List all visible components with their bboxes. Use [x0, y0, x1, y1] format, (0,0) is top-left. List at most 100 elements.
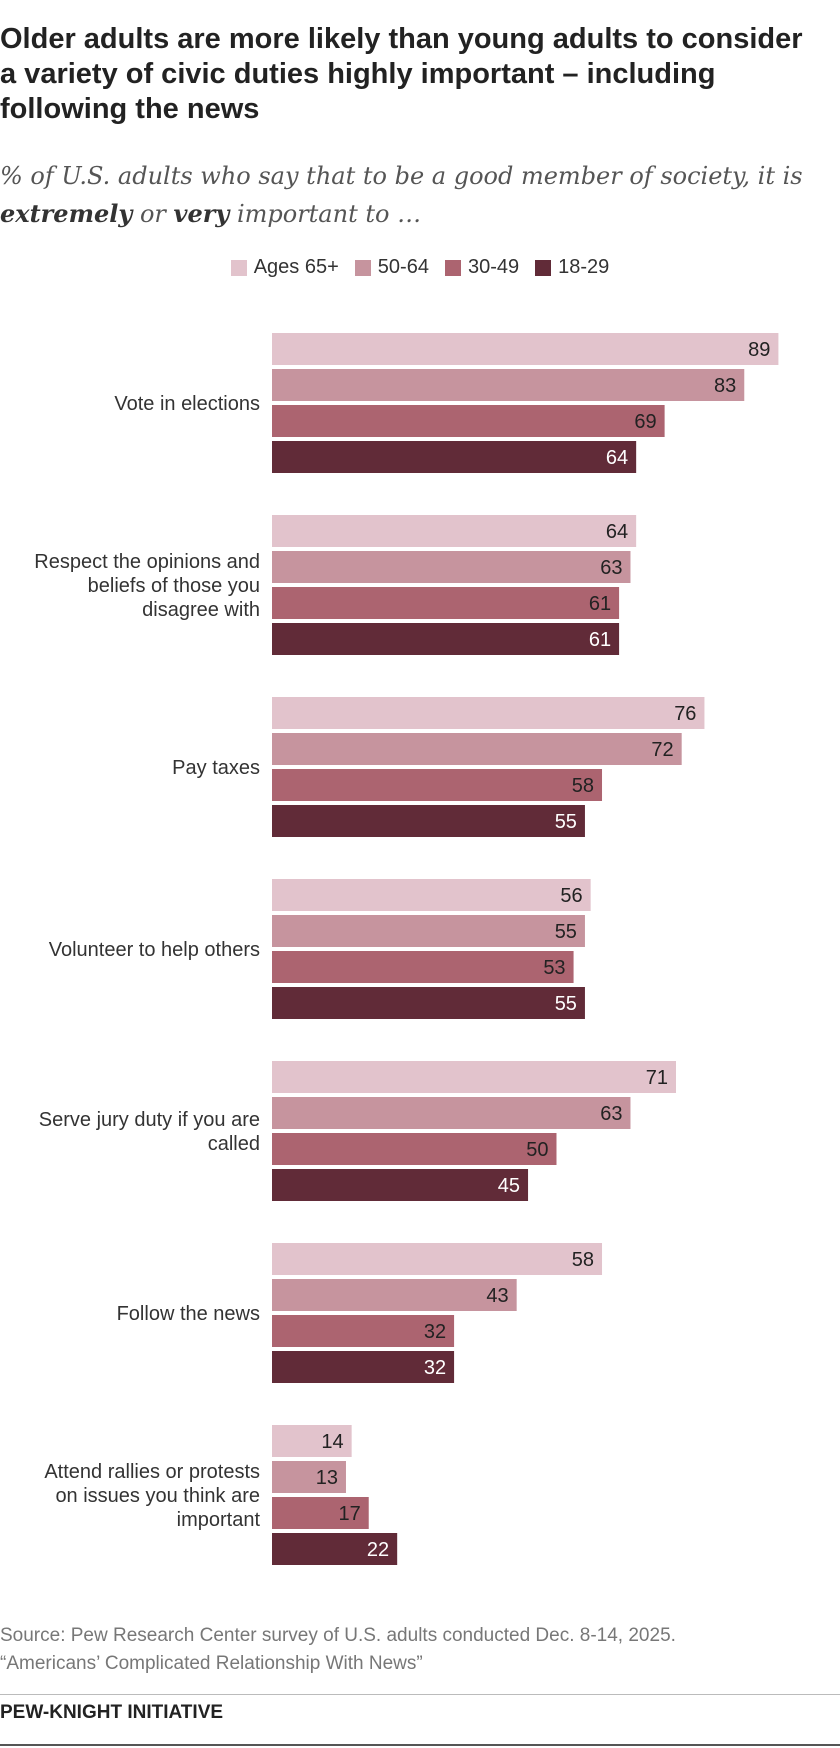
source-line-1: Source: Pew Research Center survey of U.…: [0, 1625, 676, 1646]
bar-value-label: 58: [572, 775, 594, 797]
bar-value-label: 13: [316, 1467, 338, 1489]
bar-value-label: 61: [589, 629, 611, 651]
bar-value-label: 55: [555, 993, 577, 1015]
category-label: Serve jury duty if you are called: [39, 1109, 260, 1155]
subtitle-text-pre: % of U.S. adults who say that to be a go…: [0, 162, 803, 190]
legend-item-0: Ages 65+: [230, 256, 339, 279]
subtitle-emphasis-very: very: [173, 199, 230, 228]
bottom-border: [0, 1744, 840, 1746]
bar-value-label: 53: [543, 957, 565, 979]
source-note: Source: Pew Research Center survey of U.…: [0, 1622, 830, 1678]
bar-50-64: [272, 1461, 346, 1493]
bar-30-49: [272, 769, 603, 801]
legend-swatch-3: [535, 259, 552, 276]
bar-30-49: [272, 405, 665, 437]
bar-value-label: 32: [424, 1357, 446, 1379]
bar-50-64: [272, 369, 745, 401]
bar-50-64: [272, 1279, 517, 1311]
category-label-line: Attend rallies or protests: [44, 1461, 260, 1483]
legend-swatch-0: [230, 259, 247, 276]
subtitle-text-mid: or: [132, 200, 174, 228]
bar-18-29: [272, 1169, 529, 1201]
bar-value-label: 63: [600, 557, 622, 579]
category-label: Volunteer to help others: [49, 939, 260, 961]
legend-item-3: 18-29: [535, 256, 609, 279]
bar-ages-65: [272, 879, 591, 911]
legend-item-1: 50-64: [354, 256, 429, 279]
category-group-0: Vote in elections 89 83 69 64: [114, 333, 779, 473]
bar-18-29: [272, 1533, 398, 1565]
bar-30-49: [272, 1497, 369, 1529]
bar-value-label: 14: [321, 1431, 343, 1453]
bar-value-label: 32: [424, 1321, 446, 1343]
category-label-line: important: [177, 1509, 261, 1531]
category-group-5: Follow the news 58 43 32 32: [117, 1243, 603, 1383]
bar-value-label: 43: [486, 1285, 508, 1307]
category-label: Respect the opinions and beliefs of those…: [34, 551, 260, 621]
legend-label-0: Ages 65+: [253, 256, 339, 278]
brand-name: PEW-KNIGHT INITIATIVE: [0, 1702, 224, 1723]
bar-value-label: 64: [606, 521, 628, 543]
category-label-line: disagree with: [142, 599, 260, 621]
legend-label-3: 18-29: [558, 256, 610, 278]
bar-value-label: 63: [600, 1103, 622, 1125]
bar-18-29: [272, 1351, 455, 1383]
bar-value-label: 55: [555, 921, 577, 943]
source-line-2: “Americans’ Complicated Relationship Wit…: [0, 1653, 423, 1674]
bar-chart: Vote in elections 89 83 69 64 Respect the opi…: [34, 333, 779, 1565]
bar-50-64: [272, 733, 682, 765]
subtitle-emphasis-extremely: extremely: [0, 199, 133, 228]
category-group-6: Attend rallies or protests on issues you …: [44, 1425, 398, 1565]
legend-swatch-2: [444, 259, 461, 276]
legend-swatch-1: [354, 259, 371, 276]
category-label: Vote in elections: [114, 393, 260, 415]
bar-30-49: [272, 587, 620, 619]
bar-30-49: [272, 1133, 557, 1165]
category-label-line: Respect the opinions and: [34, 551, 260, 573]
subtitle-text-post: important to …: [229, 200, 422, 228]
bar-value-label: 69: [634, 411, 656, 433]
bar-ages-65: [272, 1061, 676, 1093]
bar-18-29: [272, 441, 637, 473]
bar-value-label: 72: [651, 739, 673, 761]
bar-ages-65: [272, 697, 705, 729]
bar-value-label: 58: [572, 1249, 594, 1271]
bar-value-label: 71: [646, 1067, 668, 1089]
bar-18-29: [272, 805, 585, 837]
category-group-1: Respect the opinions and beliefs of those…: [34, 515, 637, 655]
bar-ages-65: [272, 1243, 603, 1275]
bar-value-label: 22: [367, 1539, 389, 1561]
bar-value-label: 64: [606, 447, 628, 469]
bar-value-label: 89: [748, 339, 770, 361]
category-label: Pay taxes: [172, 757, 260, 779]
bar-value-label: 83: [714, 375, 736, 397]
category-label-line: on issues you think are: [55, 1485, 260, 1507]
category-label-line: Follow the news: [117, 1303, 260, 1325]
bar-ages-65: [272, 1425, 352, 1457]
bar-value-label: 50: [526, 1139, 548, 1161]
category-label-line: called: [208, 1133, 260, 1155]
category-label-line: Serve jury duty if you are: [39, 1109, 260, 1131]
bar-30-49: [272, 951, 574, 983]
category-group-4: Serve jury duty if you are called 71 63 50 45: [39, 1061, 676, 1201]
category-label-line: Volunteer to help others: [49, 939, 260, 961]
bar-50-64: [272, 915, 585, 947]
bar-value-label: 45: [498, 1175, 520, 1197]
bar-18-29: [272, 623, 620, 655]
category-label: Follow the news: [117, 1303, 260, 1325]
category-label-line: Vote in elections: [114, 393, 260, 415]
bar-value-label: 76: [674, 703, 696, 725]
bar-value-label: 61: [589, 593, 611, 615]
bar-18-29: [272, 987, 585, 1019]
chart-subtitle: % of U.S. adults who say that to be a go…: [0, 158, 830, 233]
legend-label-1: 50-64: [377, 256, 429, 278]
bar-50-64: [272, 1097, 631, 1129]
chart-legend: Ages 65+ 50-64 30-49 18-29: [0, 256, 840, 279]
category-group-3: Volunteer to help others 56 55 53 55: [49, 879, 591, 1019]
footer-divider: [0, 1694, 840, 1695]
chart-title: Older adults are more likely than young …: [0, 23, 803, 125]
category-label-line: beliefs of those you: [88, 575, 260, 597]
bar-value-label: 17: [338, 1503, 360, 1525]
bar-value-label: 56: [560, 885, 582, 907]
